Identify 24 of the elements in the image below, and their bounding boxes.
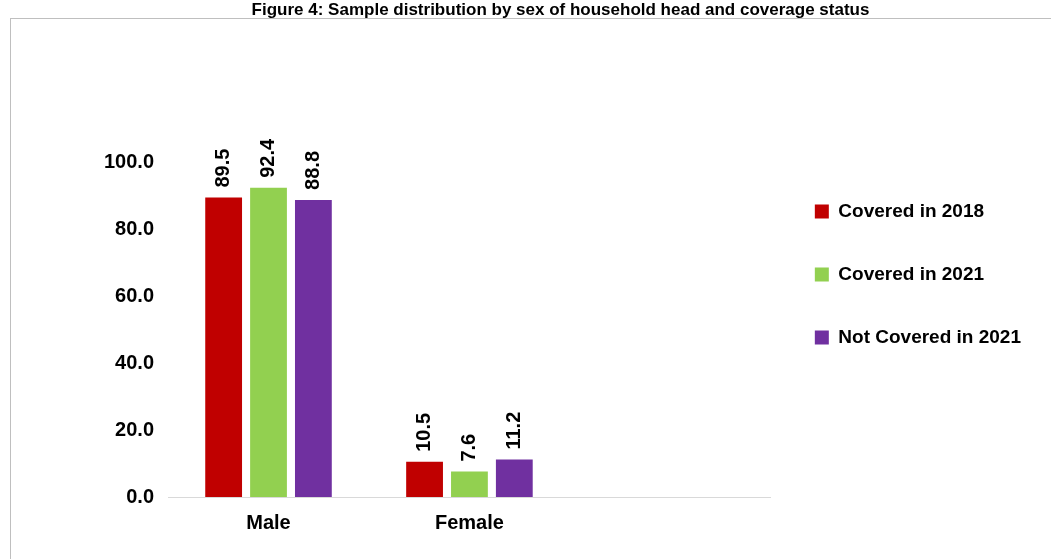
- data-label: 10.5: [412, 412, 435, 452]
- data-label: 88.8: [300, 150, 323, 190]
- y-tick-label: 0.0: [126, 484, 155, 507]
- data-label: 11.2: [501, 411, 524, 450]
- bar: [294, 199, 332, 497]
- bar: [451, 471, 488, 497]
- y-tick-label: 40.0: [115, 350, 155, 373]
- x-tick-label: Female: [434, 510, 504, 533]
- y-tick-label: 20.0: [115, 417, 155, 440]
- bar: [250, 187, 287, 497]
- data-label: 7.6: [456, 433, 479, 462]
- data-label: 92.4: [256, 138, 279, 178]
- y-tick-label: 80.0: [115, 216, 155, 239]
- bar: [406, 461, 443, 497]
- y-tick-label: 60.0: [115, 283, 155, 306]
- legend-label: Covered in 2018: [838, 199, 985, 221]
- data-label: 89.5: [211, 148, 234, 188]
- legend-label: Covered in 2021: [838, 262, 985, 284]
- legend-label: Not Covered in 2021: [838, 325, 1022, 347]
- x-tick-label: Male: [246, 510, 291, 533]
- bar: [495, 459, 533, 497]
- bar: [205, 197, 243, 497]
- chart-title: Figure 4: Sample distribution by sex of household head and coverage status: [251, 0, 870, 19]
- y-tick-label: 100.0: [103, 149, 155, 172]
